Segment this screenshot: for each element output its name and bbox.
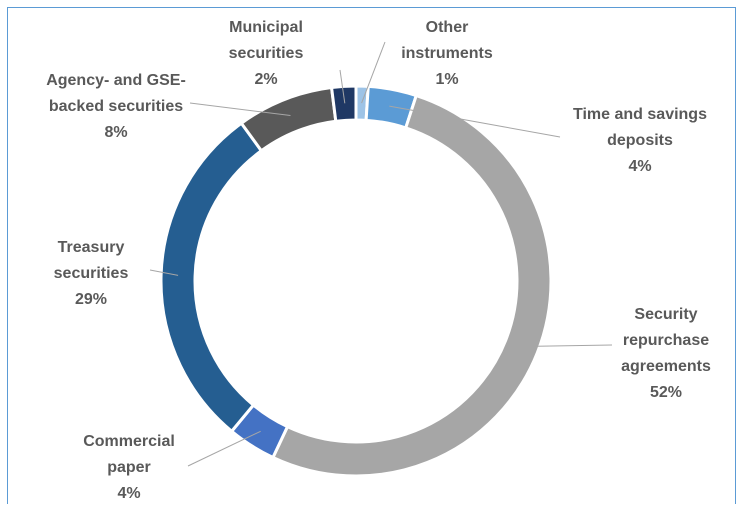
slice-security-repurchase-agreements	[270, 93, 553, 478]
category-label-line: securities	[229, 45, 304, 62]
percent-label: 4%	[628, 158, 651, 175]
leader-line-commercial-paper	[187, 430, 261, 467]
category-label-line: instruments	[401, 45, 493, 62]
leader-line-agency-and-gse-backed-securities	[189, 102, 291, 116]
data-label-time-and-savings-deposits: Time and savings deposits 4%	[573, 106, 707, 175]
category-label-line: Time and savings	[573, 106, 707, 123]
data-label-treasury-securities: Treasury securities 29%	[54, 239, 129, 308]
data-label-agency-and-gse-backed-securities: Agency- and GSE-backed securities 8%	[46, 72, 186, 141]
data-label-municipal-securities: Municipal securities 2%	[229, 19, 304, 88]
category-label-line: paper	[107, 459, 151, 476]
category-label-line: Treasury	[58, 239, 125, 256]
leader-line-treasury-securities	[149, 269, 179, 276]
donut-slices	[159, 84, 553, 478]
leader-line-other-instruments	[361, 41, 386, 104]
category-label-line: Other	[426, 19, 469, 36]
slice-agency-and-gse-backed-securities	[239, 85, 338, 153]
category-label-line: deposits	[607, 132, 673, 149]
data-labels: Other instruments 1% Time and savings deposi…	[46, 19, 711, 502]
category-label-line: Commercial	[83, 433, 175, 450]
data-label-other-instruments: Other instruments 1%	[401, 19, 493, 88]
data-label-commercial-paper: Commercial paper 4%	[83, 433, 175, 502]
leader-line-time-and-savings-deposits	[389, 105, 561, 138]
percent-label: 52%	[650, 384, 682, 401]
percent-label: 4%	[117, 485, 140, 502]
slice-municipal-securities	[329, 84, 358, 123]
percent-label: 2%	[254, 71, 277, 88]
slice-treasury-securities	[159, 121, 264, 434]
category-label-line: backed securities	[49, 98, 183, 115]
percent-label: 1%	[435, 71, 458, 88]
chart-frame	[7, 7, 736, 504]
percent-label: 8%	[104, 124, 127, 141]
category-label-line: Security	[634, 306, 697, 323]
category-label-line: repurchase	[623, 332, 709, 349]
leader-line-security-repurchase-agreements	[521, 344, 613, 348]
leader-lines	[149, 41, 613, 467]
leader-line-municipal-securities	[339, 69, 346, 104]
category-label-line: Agency- and GSE-	[46, 72, 186, 89]
percent-label: 29%	[75, 291, 107, 308]
category-label-line: agreements	[621, 358, 711, 375]
category-label-line: securities	[54, 265, 129, 282]
category-label-line: Municipal	[229, 19, 303, 36]
data-label-security-repurchase-agreements: Security repurchase agreements 52%	[621, 306, 711, 401]
